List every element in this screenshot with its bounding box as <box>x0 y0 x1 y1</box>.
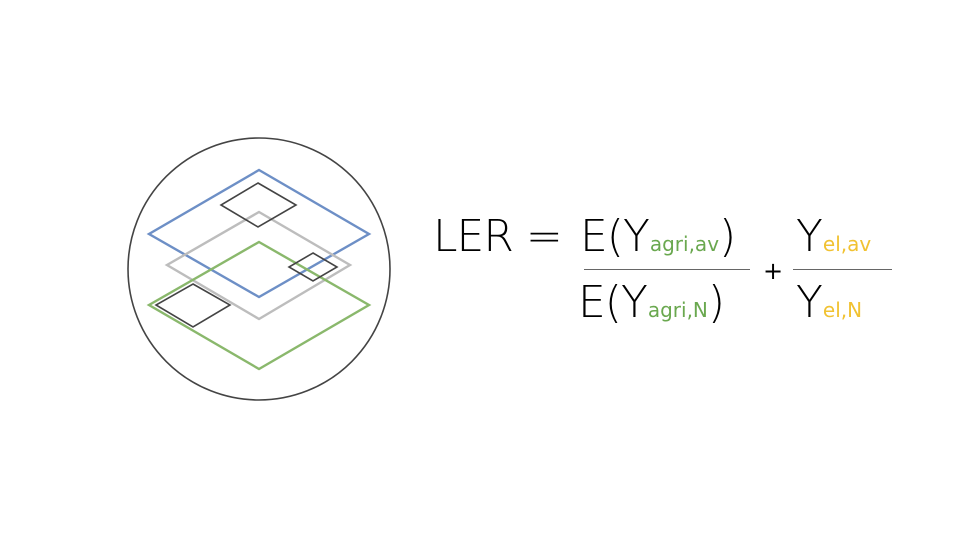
term1-num-close: ) <box>719 211 736 262</box>
term1-den-base: E(Y <box>578 277 648 328</box>
green-layer-diamond <box>146 240 372 371</box>
term2-numerator: Yel,av <box>796 215 871 259</box>
term1-denominator: E(Yagri,N) <box>578 281 725 325</box>
blue-layer-diamond <box>146 168 372 299</box>
gray-layer-diamond <box>164 210 353 321</box>
term2-den-base: Y <box>796 277 823 328</box>
small-square-left <box>154 283 232 328</box>
term2-num-base: Y <box>796 211 823 262</box>
plus-sign: + <box>763 257 784 285</box>
icon-circle-outline <box>127 137 391 401</box>
term1-num-subscript: agri,av <box>649 232 720 256</box>
term1-den-subscript: agri,N <box>647 298 708 322</box>
term1-den-close: ) <box>707 277 725 328</box>
small-square-right <box>287 252 339 282</box>
term1-num-base: E(Y <box>580 211 650 262</box>
formula-lhs: LER = <box>433 211 563 262</box>
term2-num-subscript: el,av <box>822 232 872 256</box>
term1-fraction-bar <box>584 269 750 270</box>
term2-fraction-bar <box>793 269 892 270</box>
term2-den-subscript: el,N <box>822 298 863 322</box>
small-square-top <box>219 182 298 228</box>
term2-denominator: Yel,N <box>796 281 862 325</box>
term1-numerator: E(Yagri,av) <box>580 215 736 259</box>
